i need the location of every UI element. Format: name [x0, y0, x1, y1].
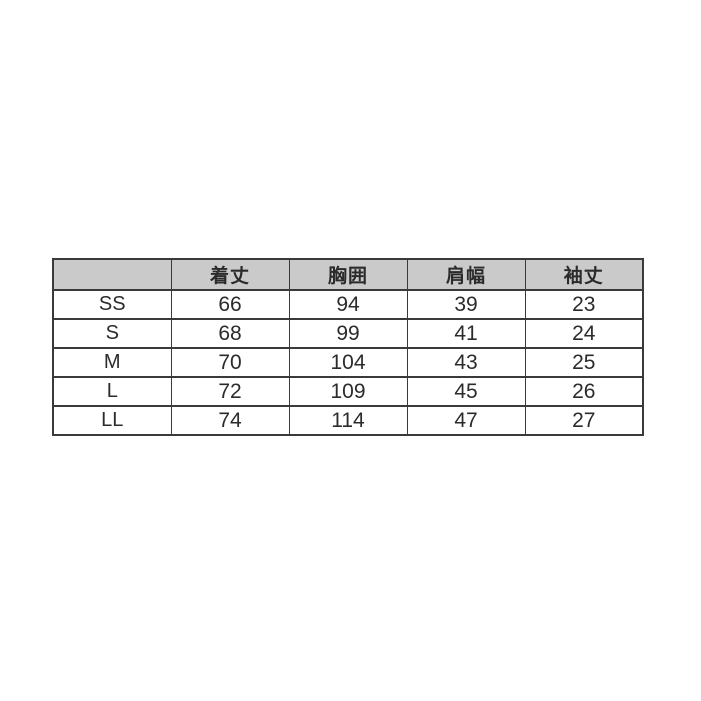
ll-body-length: 74 — [170, 405, 290, 436]
s-body-length: 68 — [170, 318, 290, 349]
ss-body-length: 66 — [170, 289, 290, 320]
header-chest: 胸囲 — [288, 258, 408, 291]
table-row-s: S 68 99 41 24 — [52, 318, 644, 349]
header-sleeve-length: 袖丈 — [524, 258, 644, 291]
size-chart: 着丈 胸囲 肩幅 袖丈 SS 66 94 39 23 S 68 99 41 24 — [52, 258, 644, 436]
ss-shoulder-width: 39 — [406, 289, 526, 320]
size-label-s: S — [52, 318, 172, 349]
table-row-l: L 72 109 45 26 — [52, 376, 644, 407]
size-chart-body: SS 66 94 39 23 S 68 99 41 24 M 70 104 43… — [52, 289, 644, 436]
l-shoulder-width: 45 — [406, 376, 526, 407]
ll-shoulder-width: 47 — [406, 405, 526, 436]
s-shoulder-width: 41 — [406, 318, 526, 349]
ss-chest: 94 — [288, 289, 408, 320]
m-chest: 104 — [288, 347, 408, 378]
m-shoulder-width: 43 — [406, 347, 526, 378]
ll-chest: 114 — [288, 405, 408, 436]
size-label-m: M — [52, 347, 172, 378]
m-sleeve-length: 25 — [524, 347, 644, 378]
header-shoulder-width: 肩幅 — [406, 258, 526, 291]
table-row-ll: LL 74 114 47 27 — [52, 405, 644, 436]
size-label-ll: LL — [52, 405, 172, 436]
header-size-blank — [52, 258, 172, 291]
ss-sleeve-length: 23 — [524, 289, 644, 320]
l-body-length: 72 — [170, 376, 290, 407]
l-chest: 109 — [288, 376, 408, 407]
header-row: 着丈 胸囲 肩幅 袖丈 — [52, 258, 644, 291]
table-row-m: M 70 104 43 25 — [52, 347, 644, 378]
size-label-ss: SS — [52, 289, 172, 320]
l-sleeve-length: 26 — [524, 376, 644, 407]
size-chart-header: 着丈 胸囲 肩幅 袖丈 — [52, 258, 644, 291]
size-label-l: L — [52, 376, 172, 407]
ll-sleeve-length: 27 — [524, 405, 644, 436]
table-row-ss: SS 66 94 39 23 — [52, 289, 644, 320]
s-chest: 99 — [288, 318, 408, 349]
header-body-length: 着丈 — [170, 258, 290, 291]
s-sleeve-length: 24 — [524, 318, 644, 349]
m-body-length: 70 — [170, 347, 290, 378]
size-chart-table: 着丈 胸囲 肩幅 袖丈 SS 66 94 39 23 S 68 99 41 24 — [52, 258, 644, 436]
